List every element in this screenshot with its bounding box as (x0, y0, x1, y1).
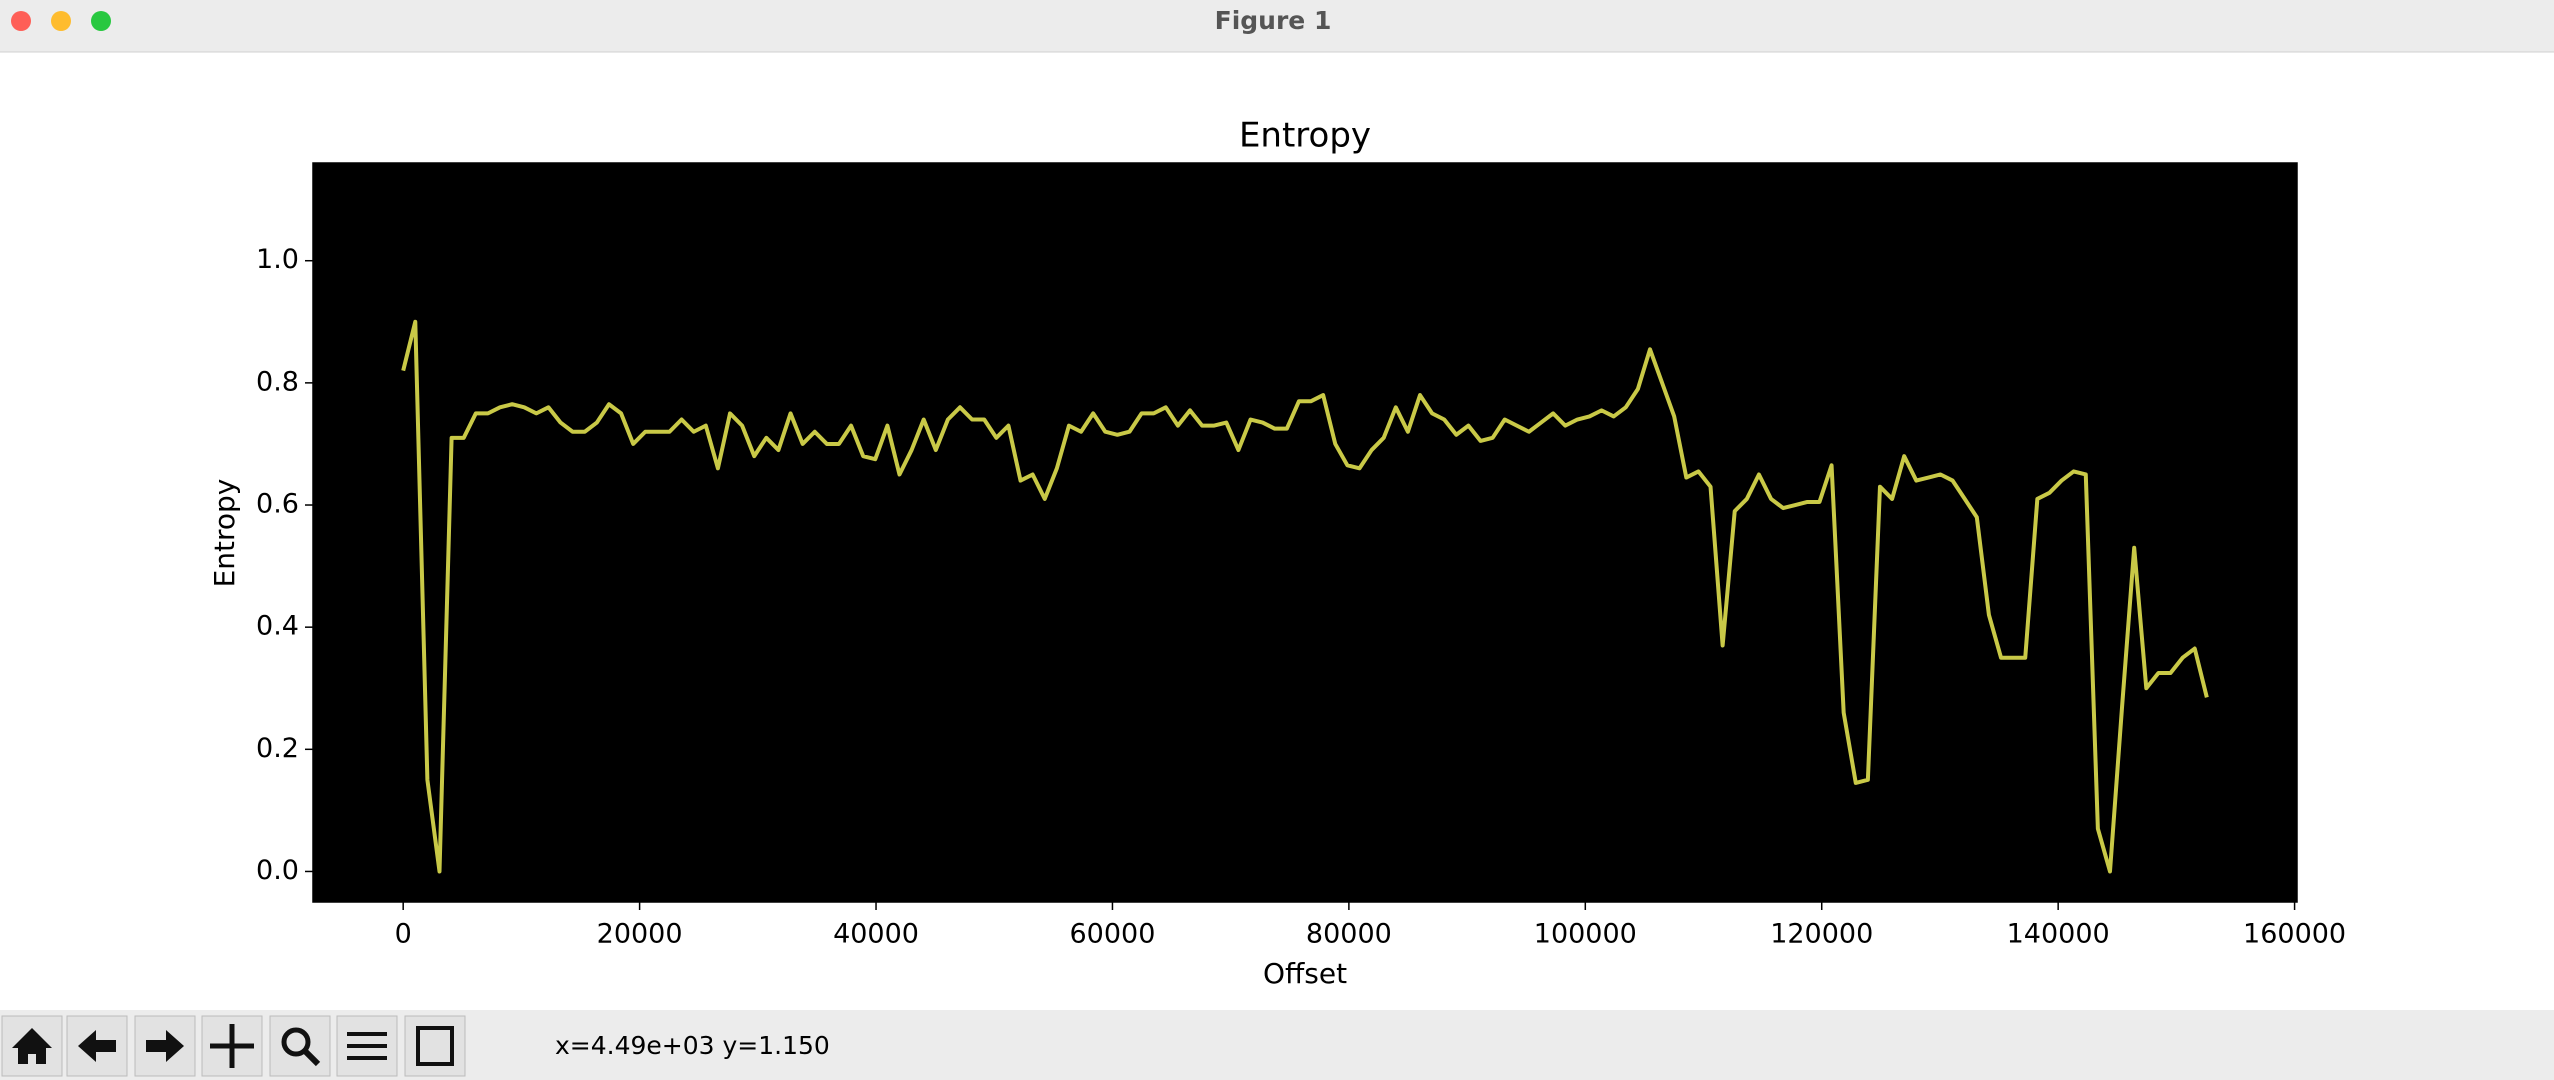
y-axis-label: Entropy (208, 479, 241, 588)
x-tick-label: 120000 (1770, 919, 1873, 950)
save-icon (416, 1026, 454, 1066)
x-tick-label: 140000 (2007, 919, 2110, 950)
x-tick-label: 20000 (597, 919, 683, 950)
x-tick-label: 80000 (1306, 919, 1392, 950)
zoom-icon-handle (302, 1048, 321, 1067)
title-bar (0, 0, 2554, 52)
y-tick-label: 1.0 (256, 244, 299, 275)
configure-icon (347, 1032, 387, 1060)
chart-title: Entropy (1239, 116, 1371, 156)
x-tick-label: 0 (395, 919, 412, 950)
save-button[interactable] (404, 1015, 466, 1077)
x-axis-label: Offset (1263, 957, 1347, 990)
y-tick-label: 0.0 (256, 855, 299, 886)
y-tick-label: 0.4 (256, 611, 299, 642)
minimize-button[interactable] (51, 11, 71, 31)
data-line (401, 319, 2209, 874)
plot: 0.0 0.2 0.4 0.6 0.8 1.0 0 20000 40000 60000 80000 1… (256, 162, 2346, 950)
close-button[interactable] (11, 11, 31, 31)
back-icon (78, 1030, 116, 1062)
zoom-tool-button[interactable] (269, 1015, 331, 1077)
x-tick-label: 160000 (2243, 919, 2346, 950)
y-tick-label: 0.8 (256, 366, 299, 397)
y-tick-label: 0.6 (256, 489, 299, 520)
forward-icon (146, 1030, 184, 1062)
window-title: Figure 1 (1215, 6, 1332, 35)
zoom-button[interactable] (91, 11, 111, 31)
x-tick-label: 60000 (1070, 919, 1156, 950)
axes-frame (312, 162, 2298, 903)
x-tick-label: 40000 (833, 919, 919, 950)
home-icon (12, 1028, 52, 1064)
y-tick-label: 0.2 (256, 733, 299, 764)
toolbar-buttons: x=4.49e+03 y=1.150 (1, 1015, 830, 1077)
x-tick-label: 100000 (1534, 919, 1637, 950)
axes-background (313, 163, 2297, 902)
zoom-icon (281, 1027, 311, 1057)
pan-icon (210, 1024, 254, 1068)
status-text: x=4.49e+03 y=1.150 (555, 1031, 830, 1060)
